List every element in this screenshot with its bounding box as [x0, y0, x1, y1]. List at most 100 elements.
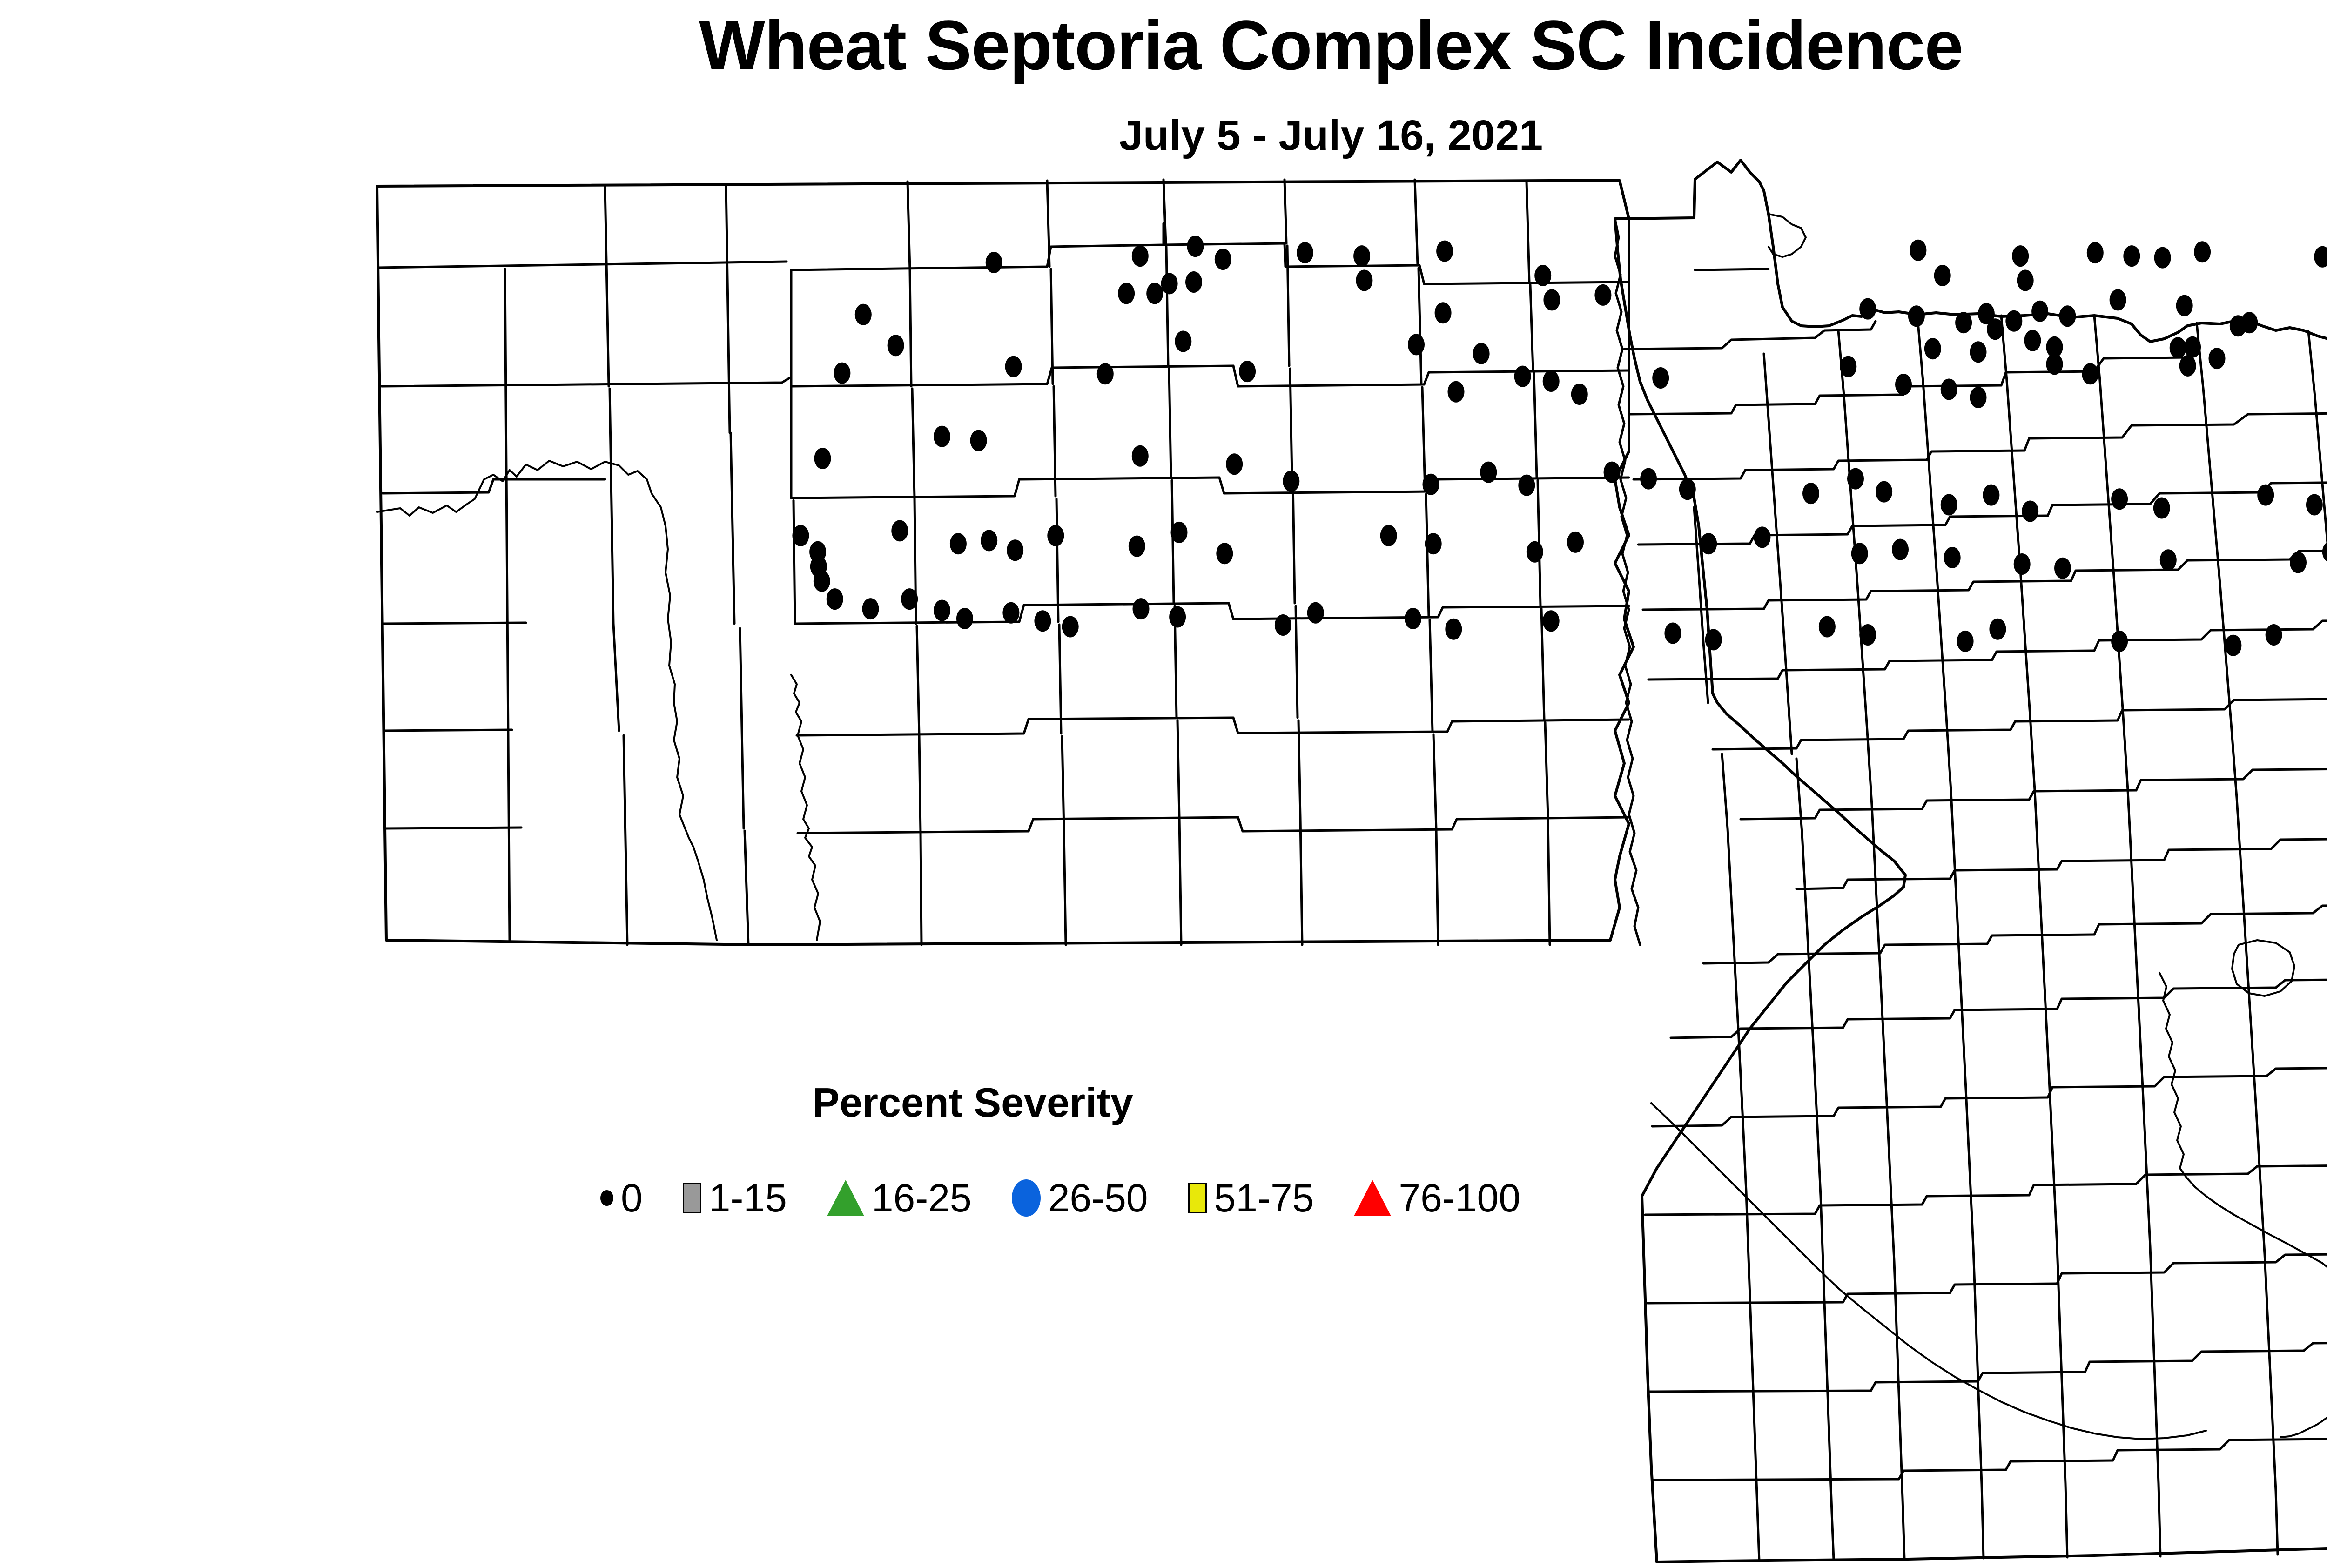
nd-v16: [1283, 178, 1288, 245]
map-marker: [1447, 381, 1465, 403]
map-outlines: [376, 159, 2327, 1563]
map-marker: [2257, 484, 2274, 506]
mn-v9: [2195, 322, 2279, 1556]
map-marker: [1705, 629, 1722, 651]
nd-v19: [1291, 479, 1296, 605]
legend-item-76-100[interactable]: 76-100: [1354, 1170, 1520, 1226]
map-marker: [1567, 531, 1584, 553]
map-marker: [1679, 478, 1696, 500]
map-marker: [1518, 474, 1535, 496]
map-marker: [970, 430, 987, 451]
mt-v2: [604, 186, 610, 388]
nd-v15: [1176, 719, 1183, 946]
mn-v2: [1795, 757, 1835, 1561]
map-marker: [1096, 363, 1114, 385]
legend-circle-icon: [1011, 1179, 1041, 1217]
nd-v8: [1058, 623, 1063, 735]
map-marker: [1934, 265, 1951, 286]
nd-h2b: [1232, 364, 1630, 388]
nd-v25: [1425, 493, 1430, 619]
map-marker: [792, 525, 809, 546]
map-marker: [2123, 245, 2140, 267]
map-marker: [1307, 602, 1324, 624]
nd-v24: [1421, 386, 1426, 493]
nd-v26: [1428, 619, 1434, 733]
map-marker: [1526, 541, 1543, 563]
map-marker: [1007, 539, 1024, 561]
nd-v9: [1061, 735, 1067, 946]
map-marker: [1802, 483, 1819, 505]
nd-v18: [1289, 367, 1293, 479]
map-marker: [1924, 338, 1941, 360]
map-marker: [2111, 630, 2128, 652]
mn-h13: [1651, 1096, 2049, 1128]
legend: Percent Severity 0 1-15 16-25 26-50 51-75 76-…: [600, 1079, 1596, 1246]
nd-v28: [1525, 180, 1531, 283]
nd-v22: [1413, 178, 1419, 267]
map-marker: [2086, 242, 2104, 264]
map-marker: [1185, 271, 1202, 293]
map-marker: [1353, 245, 1371, 267]
map-marker: [934, 425, 950, 447]
county-map: [376, 159, 2327, 1563]
map-marker: [1169, 606, 1186, 628]
mt-v5: [729, 431, 736, 625]
map-marker: [934, 599, 950, 621]
nd-h1b: [1162, 242, 1630, 285]
mn-h4b: [2023, 412, 2327, 452]
map-marker: [2184, 336, 2201, 358]
map-marker: [1700, 533, 1717, 555]
legend-item-26-50[interactable]: 26-50: [1011, 1170, 1148, 1226]
legend-item-51-75[interactable]: 51-75: [1188, 1170, 1314, 1226]
map-marker: [2059, 305, 2076, 327]
mt-v7: [739, 627, 745, 830]
map-marker: [2013, 553, 2031, 575]
nd-v33: [1544, 721, 1551, 946]
mn-h10: [1795, 859, 2166, 890]
map-marker: [1131, 245, 1149, 267]
legend-triangle-icon: [1354, 1180, 1392, 1216]
map-marker: [813, 570, 830, 592]
map-marker: [1128, 535, 1145, 557]
mn-h14b: [2028, 1164, 2327, 1197]
legend-item-0[interactable]: 0: [600, 1170, 643, 1226]
map-marker: [1283, 470, 1300, 492]
map-marker: [1970, 387, 1987, 408]
mn-v10: [2307, 330, 2327, 552]
mn-v1: [1721, 753, 1761, 1562]
mn-v8: [2093, 314, 2162, 1558]
map-marker: [2208, 348, 2226, 370]
mt-e2: [792, 499, 796, 625]
legend-item-label: 0: [621, 1176, 643, 1220]
nd-v21: [1297, 719, 1304, 946]
legend-item-label: 16-25: [871, 1176, 972, 1220]
map-marker: [2109, 289, 2126, 311]
mn-h4: [1632, 449, 2026, 481]
legend-items: 0 1-15 16-25 26-50 51-75 76-100: [600, 1170, 1520, 1226]
map-marker: [1908, 305, 1925, 327]
map-marker: [1132, 598, 1150, 620]
map-marker: [1005, 356, 1022, 377]
mn-h17b: [2112, 1438, 2327, 1462]
map-marker: [1239, 361, 1256, 383]
map-marker: [1851, 543, 1868, 565]
legend-item-label: 76-100: [1399, 1176, 1520, 1220]
map-marker: [2153, 497, 2170, 519]
map-marker: [1542, 610, 1560, 632]
legend-square-icon: [682, 1183, 701, 1213]
map-marker: [814, 448, 831, 469]
map-marker: [1989, 618, 2006, 640]
map-marker: [1514, 365, 1531, 387]
map-marker: [2290, 552, 2307, 573]
mt-h3: [381, 478, 606, 495]
mn-h7: [1647, 649, 2096, 681]
map-marker: [834, 362, 851, 384]
legend-item-16-25[interactable]: 16-25: [827, 1170, 972, 1226]
map-marker: [1422, 473, 1439, 495]
legend-item-1-15[interactable]: 1-15: [682, 1170, 787, 1226]
mt-v4: [725, 184, 731, 434]
minnesota-river: [1650, 1102, 2207, 1440]
mn-h15: [1646, 1282, 2058, 1305]
map-marker: [2005, 310, 2023, 332]
